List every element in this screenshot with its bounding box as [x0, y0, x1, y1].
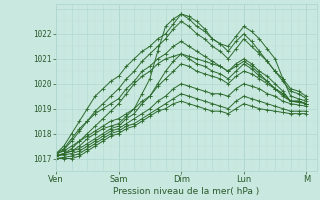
X-axis label: Pression niveau de la mer( hPa ): Pression niveau de la mer( hPa ): [113, 187, 260, 196]
